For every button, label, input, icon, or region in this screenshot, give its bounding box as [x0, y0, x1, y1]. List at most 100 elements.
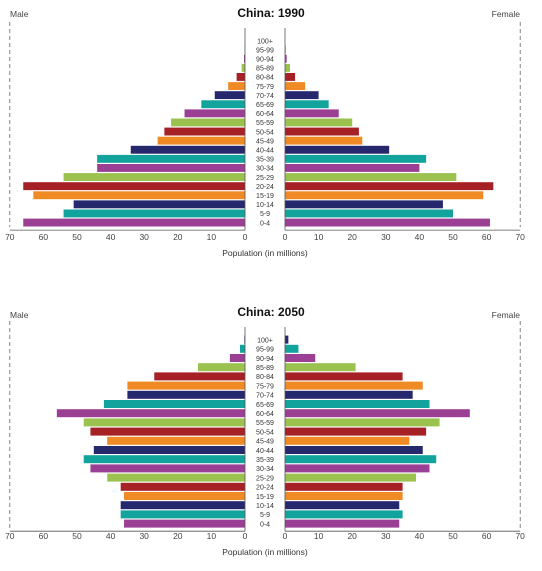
male-bar-85-89	[241, 63, 245, 72]
female-bar-85-89	[285, 363, 356, 372]
age-label: 10-14	[256, 202, 274, 209]
female-label: Female	[492, 9, 521, 19]
x-tick-label: 30	[381, 232, 391, 242]
female-bar-60-64	[285, 109, 339, 118]
age-label: 60-64	[256, 111, 274, 118]
female-bar-30-34	[285, 164, 420, 172]
female-bar-40-44	[285, 446, 423, 454]
x-tick-label: 40	[415, 232, 425, 242]
male-bar-40-44	[130, 145, 245, 154]
age-label: 40-44	[256, 148, 274, 155]
age-label: 80-84	[256, 75, 274, 82]
male-bar-50-54	[164, 127, 245, 136]
female-bar-90-94	[285, 354, 316, 362]
age-label: 40-44	[256, 448, 274, 455]
female-bar-15-19	[285, 191, 484, 200]
female-bar-10-14	[285, 501, 400, 510]
x-tick-label: 60	[482, 232, 492, 242]
female-label: Female	[492, 310, 521, 320]
age-label: 50-54	[256, 429, 274, 436]
age-label: 65-69	[256, 102, 274, 109]
female-bar-5-9	[285, 510, 403, 519]
female-bar-10-14	[285, 200, 443, 209]
male-bar-75-79	[127, 381, 245, 390]
age-label: 70-74	[256, 93, 274, 100]
x-tick-label: 60	[482, 531, 492, 541]
male-bar-50-54	[90, 427, 245, 436]
x-tick-label: 70	[515, 531, 525, 541]
male-bar-45-49	[157, 136, 245, 145]
age-label: 80-84	[256, 374, 274, 381]
x-tick-label: 30	[381, 531, 391, 541]
x-tick-label: 70	[5, 232, 15, 242]
age-label: 35-39	[256, 457, 274, 464]
female-bar-35-39	[285, 455, 437, 464]
x-tick-label: 40	[106, 232, 116, 242]
female-bar-45-49	[285, 136, 363, 145]
male-bar-10-14	[120, 501, 245, 510]
chart-title: China: 2050	[237, 305, 305, 319]
female-bar-55-59	[285, 418, 440, 427]
age-label: 55-59	[256, 420, 274, 427]
male-bar-15-19	[33, 191, 245, 200]
x-tick-label: 30	[139, 531, 149, 541]
pyramid-chart-2: China: 2050 Male Female 0-4 5-9 10-14 15-19 20-…	[5, 305, 525, 557]
age-label: 100+	[257, 38, 273, 45]
male-bar-70-74	[127, 390, 245, 399]
x-tick-label: 50	[448, 232, 458, 242]
female-bar-80-84	[285, 73, 296, 81]
female-bar-50-54	[285, 427, 427, 436]
age-label: 65-69	[256, 402, 274, 409]
age-label: 25-29	[256, 175, 274, 182]
female-bar-90-94	[285, 54, 287, 63]
x-tick-label: 10	[207, 232, 217, 242]
female-bar-70-74	[285, 390, 413, 399]
male-bar-20-24	[23, 182, 245, 191]
x-tick-label: 40	[106, 531, 116, 541]
x-tick-label: 10	[207, 531, 217, 541]
female-bar-5-9	[285, 209, 453, 218]
female-bar-15-19	[285, 492, 403, 500]
age-label: 25-29	[256, 475, 274, 482]
male-bar-40-44	[93, 446, 245, 454]
x-tick-label: 50	[448, 531, 458, 541]
x-tick-label: 60	[39, 232, 49, 242]
female-bar-55-59	[285, 118, 353, 127]
female-bar-30-34	[285, 464, 430, 473]
female-bar-95-99	[285, 344, 299, 353]
age-label: 20-24	[256, 184, 274, 191]
male-bar-80-84	[154, 372, 245, 381]
age-label: 95-99	[256, 347, 274, 354]
male-bar-60-64	[184, 109, 245, 118]
male-bar-80-84	[236, 73, 245, 81]
female-bar-60-64	[285, 409, 470, 418]
male-bar-45-49	[107, 436, 246, 445]
male-label: Male	[10, 9, 29, 19]
age-label: 90-94	[256, 356, 274, 363]
male-bar-95-99	[239, 344, 245, 353]
male-bar-60-64	[56, 409, 246, 418]
male-bar-65-69	[201, 100, 245, 109]
x-tick-label: 0	[243, 531, 248, 541]
age-label: 0-4	[260, 521, 270, 528]
age-label: 30-34	[256, 466, 274, 473]
x-tick-label: 50	[72, 531, 82, 541]
female-bar-65-69	[285, 400, 430, 408]
age-label: 5-9	[260, 512, 270, 519]
male-bar-25-29	[107, 473, 246, 482]
male-bar-90-94	[229, 354, 245, 362]
x-tick-label: 70	[515, 232, 525, 242]
male-bar-85-89	[197, 363, 245, 372]
x-tick-label: 20	[347, 531, 357, 541]
male-bar-5-9	[63, 209, 246, 218]
female-bar-85-89	[285, 63, 291, 72]
male-bar-30-34	[97, 164, 245, 172]
age-label: 85-89	[256, 66, 274, 73]
female-bar-40-44	[285, 145, 390, 154]
x-tick-label: 20	[173, 232, 183, 242]
x-tick-label: 0	[283, 232, 288, 242]
age-label: 10-14	[256, 503, 274, 510]
age-label: 20-24	[256, 485, 274, 492]
x-tick-label: 0	[283, 531, 288, 541]
age-label: 45-49	[256, 439, 274, 446]
